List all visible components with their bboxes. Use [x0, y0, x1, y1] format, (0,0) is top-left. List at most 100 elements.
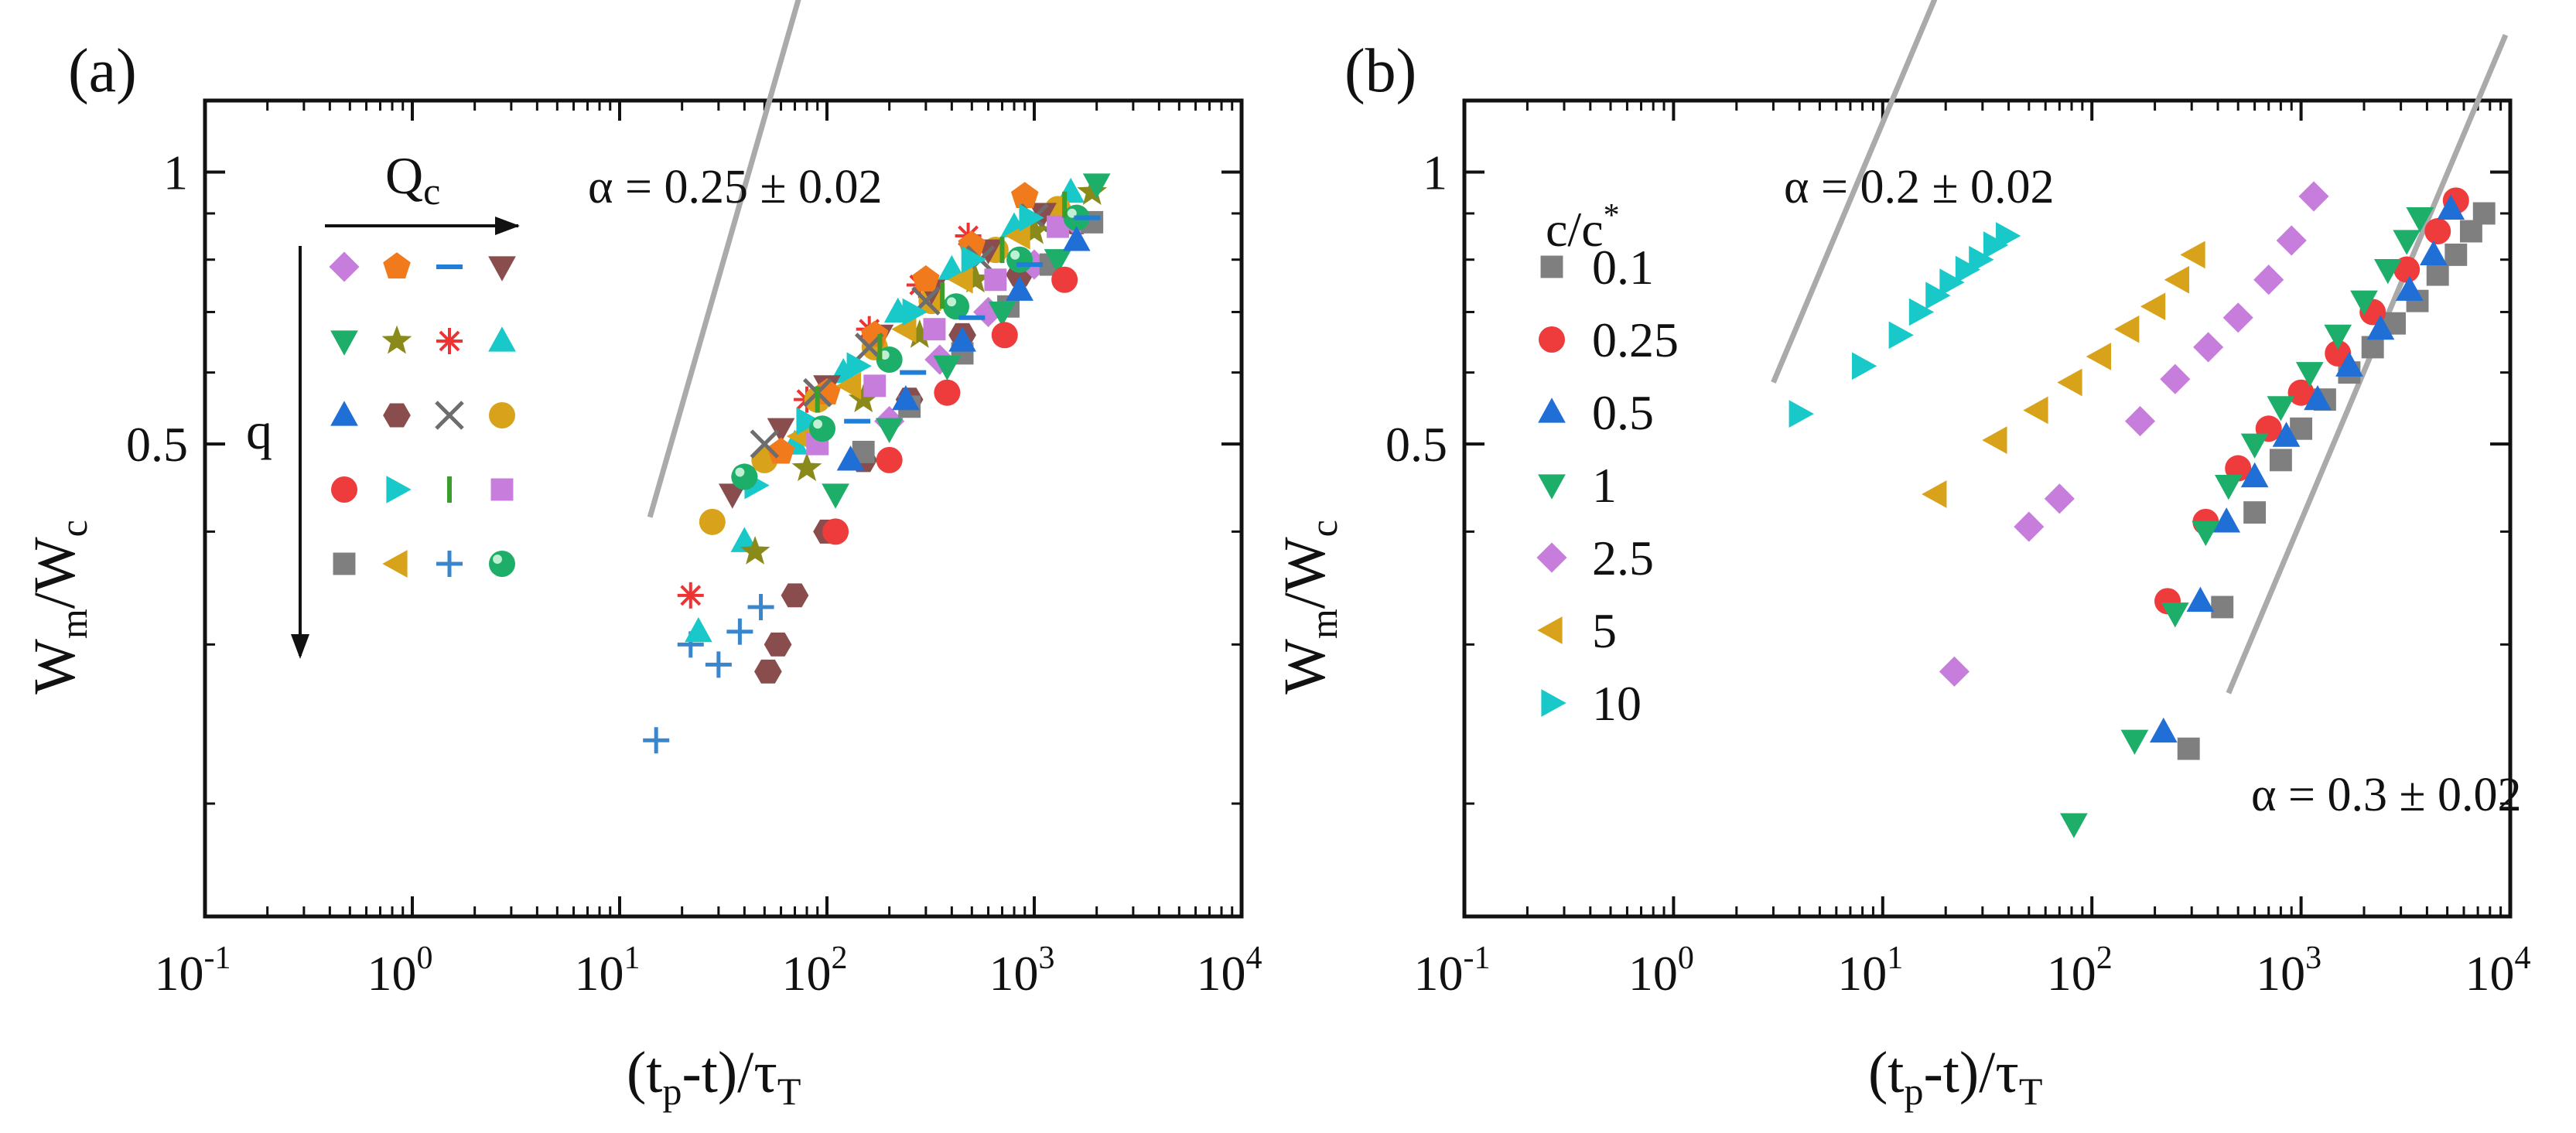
legend-grid-marker — [383, 252, 411, 279]
data-point — [912, 265, 940, 292]
reference-slope-line — [1771, 0, 1938, 384]
data-point — [2114, 315, 2140, 343]
data-point — [2161, 602, 2189, 628]
data-point — [836, 445, 865, 471]
panel-a-annotation: α = 0.25 ± 0.02 — [588, 161, 882, 213]
x-tick-label: 10-1 — [1414, 940, 1491, 1001]
legend-label: 10 — [1592, 676, 1642, 731]
data-point — [2160, 363, 2191, 394]
data-point — [863, 374, 887, 398]
legend-title: c/c* — [1546, 198, 1620, 257]
data-point — [2214, 475, 2243, 500]
data-point — [1922, 480, 1947, 508]
legend-grid-marker — [435, 401, 464, 430]
data-point — [934, 379, 961, 406]
data-point — [767, 437, 795, 464]
data-point — [988, 301, 1016, 327]
x-tick-label: 102 — [2047, 940, 2113, 1001]
panel-b-legend: 0.1 0.25 0.5 1 2.5 5 10 — [1536, 240, 1679, 731]
legend-grid-marker — [382, 550, 408, 578]
legend-grid-marker — [386, 476, 412, 503]
data-point — [902, 298, 928, 326]
legend-marker — [1541, 689, 1566, 717]
y-tick-label: 1 — [1423, 145, 1447, 200]
data-point — [848, 384, 879, 413]
data-point — [809, 415, 836, 442]
legend-grid-marker — [489, 551, 515, 577]
data-point — [1908, 298, 1935, 326]
data-point — [875, 418, 904, 443]
data-point — [2335, 351, 2363, 377]
x-tick-label: 100 — [367, 940, 433, 1001]
data-point — [876, 446, 903, 473]
data-point — [643, 727, 670, 754]
panel-b-annotation-top: α = 0.2 ± 0.02 — [1784, 161, 2054, 213]
data-point — [2193, 332, 2224, 363]
data-point — [943, 293, 970, 320]
data-point — [2120, 729, 2149, 755]
data-point — [726, 618, 753, 645]
data-point — [1955, 255, 1981, 284]
legend-label: 5 — [1592, 603, 1617, 658]
legend-marker — [1537, 616, 1563, 644]
panel-label-a: (a) — [68, 37, 137, 105]
data-point — [933, 355, 962, 381]
data-point — [2276, 225, 2307, 256]
data-point — [2060, 813, 2088, 838]
data-point — [948, 265, 973, 294]
panel-b-points — [1771, 0, 2509, 838]
legend-label: 2.5 — [1592, 531, 1654, 585]
qc-arrow-label: Qc — [385, 146, 440, 213]
legend-label: 1 — [1592, 458, 1617, 513]
data-point — [2014, 511, 2045, 542]
q-arrow-label: q — [246, 401, 272, 460]
plot-frame — [1462, 98, 2513, 919]
data-point — [1789, 400, 1814, 428]
data-point — [2222, 302, 2253, 333]
data-point — [2243, 501, 2267, 524]
data-point — [1939, 268, 1965, 296]
data-point — [2366, 314, 2395, 340]
data-point — [2086, 343, 2111, 370]
q-arrow-head-icon — [291, 634, 309, 659]
data-point — [2124, 406, 2156, 437]
data-point — [1082, 173, 1111, 199]
x-tick-label: 104 — [2465, 940, 2531, 1001]
data-point — [731, 463, 758, 490]
legend-grid-marker — [488, 326, 516, 352]
data-point — [718, 483, 746, 509]
data-point — [1851, 352, 1877, 381]
data-point — [1051, 266, 1078, 293]
data-point — [2472, 202, 2496, 225]
data-point — [1019, 215, 1050, 244]
data-point — [677, 582, 704, 609]
data-point — [2325, 340, 2352, 367]
data-point — [1044, 249, 1072, 275]
data-point — [2324, 324, 2352, 350]
y-tick-label: 0.5 — [1385, 417, 1447, 472]
data-point — [1010, 182, 1039, 209]
data-point — [961, 245, 987, 274]
data-point — [2253, 264, 2284, 295]
legend-label: 0.5 — [1592, 385, 1654, 440]
data-point — [2180, 241, 2205, 269]
qc-arrow-head-icon — [495, 217, 520, 235]
legend-grid-marker — [383, 403, 411, 428]
legend-grid-marker — [436, 328, 463, 354]
x-tick-label: 101 — [1837, 940, 1903, 1001]
x-tick-label: 101 — [575, 940, 641, 1001]
legend-grid-marker — [329, 251, 360, 282]
data-point — [960, 264, 991, 293]
data-point — [2164, 265, 2190, 294]
data-point — [1019, 203, 1044, 232]
data-point — [2149, 717, 2178, 743]
legend-grid-marker — [333, 552, 356, 575]
data-point — [2373, 258, 2402, 285]
panel-b-annotation-bottom: α = 0.3 ± 0.02 — [2251, 769, 2521, 821]
data-point — [2044, 483, 2075, 514]
data-point — [1982, 426, 2007, 454]
data-point — [1062, 226, 1091, 251]
reference-slope-line — [2226, 33, 2509, 694]
data-point — [764, 632, 792, 657]
data-point — [2057, 368, 2082, 397]
